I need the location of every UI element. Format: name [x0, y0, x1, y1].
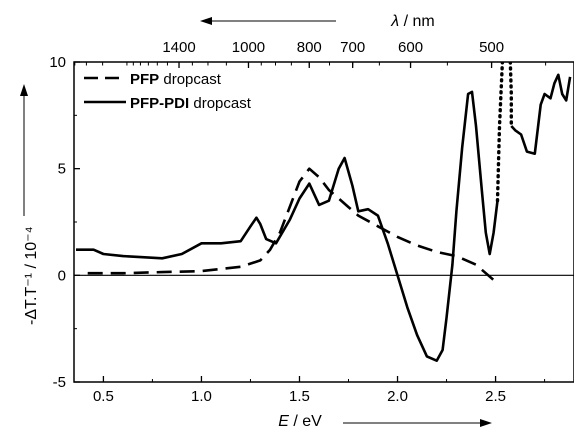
- series-line-2: [510, 73, 572, 155]
- top-tick-label: 1400: [162, 39, 195, 56]
- x-axis-label-symbol: E: [278, 413, 289, 430]
- top-tick-label: 700: [340, 39, 365, 56]
- legend: PFP dropcast PFP-PDI dropcast: [84, 71, 252, 112]
- top-arrow-head-icon: [200, 17, 212, 25]
- x-tick-label: 1.5: [289, 388, 310, 405]
- x-tick-label: 1.0: [191, 388, 212, 405]
- top-tick-label: 600: [398, 39, 423, 56]
- top-tick-label: 800: [297, 39, 322, 56]
- top-axis-label-unit: / nm: [399, 13, 435, 30]
- y-ticks: -5 0 5 10: [49, 54, 80, 391]
- top-axis-label: λ / nm: [390, 13, 434, 30]
- series-line-1: [76, 90, 499, 362]
- x-tick-label: 0.5: [93, 388, 114, 405]
- top-axis-label-symbol: λ: [390, 13, 399, 30]
- x-tick-label: 2.0: [387, 388, 408, 405]
- y-tick-label: 5: [58, 161, 66, 178]
- series-line-4: [508, 62, 513, 128]
- x-tick-label: 2.5: [485, 388, 506, 405]
- legend-label-pfp-bold: PFP: [130, 71, 159, 88]
- series-layer: [76, 62, 572, 362]
- y-tick-label: -5: [53, 374, 66, 391]
- x-ticks: 0.5 1.0 1.5 2.0 2.5: [93, 376, 546, 405]
- left-arrow-head-icon: [20, 84, 28, 96]
- y-tick-label: 10: [49, 54, 66, 71]
- legend-label-pfp-pdi-rest: dropcast: [189, 95, 252, 112]
- y-tick-label: 0: [58, 267, 66, 284]
- x-axis-label: E / eV: [278, 413, 322, 430]
- legend-label-pfp-pdi: PFP-PDI dropcast: [130, 95, 252, 112]
- series-line-0: [87, 167, 497, 283]
- legend-label-pfp: PFP dropcast: [130, 71, 222, 88]
- top-ticks: 1400 1000 800 700 600 500: [74, 39, 547, 68]
- series-line-3: [495, 62, 505, 203]
- bottom-arrow-head-icon: [480, 419, 492, 427]
- y-axis-label: -ΔT.T⁻¹ / 10⁻⁴: [23, 226, 40, 325]
- top-tick-label: 1000: [232, 39, 265, 56]
- top-tick-label: 500: [479, 39, 504, 56]
- legend-label-pfp-pdi-bold: PFP-PDI: [130, 95, 189, 112]
- legend-label-pfp-rest: dropcast: [159, 71, 222, 88]
- x-axis-label-unit: / eV: [289, 413, 322, 430]
